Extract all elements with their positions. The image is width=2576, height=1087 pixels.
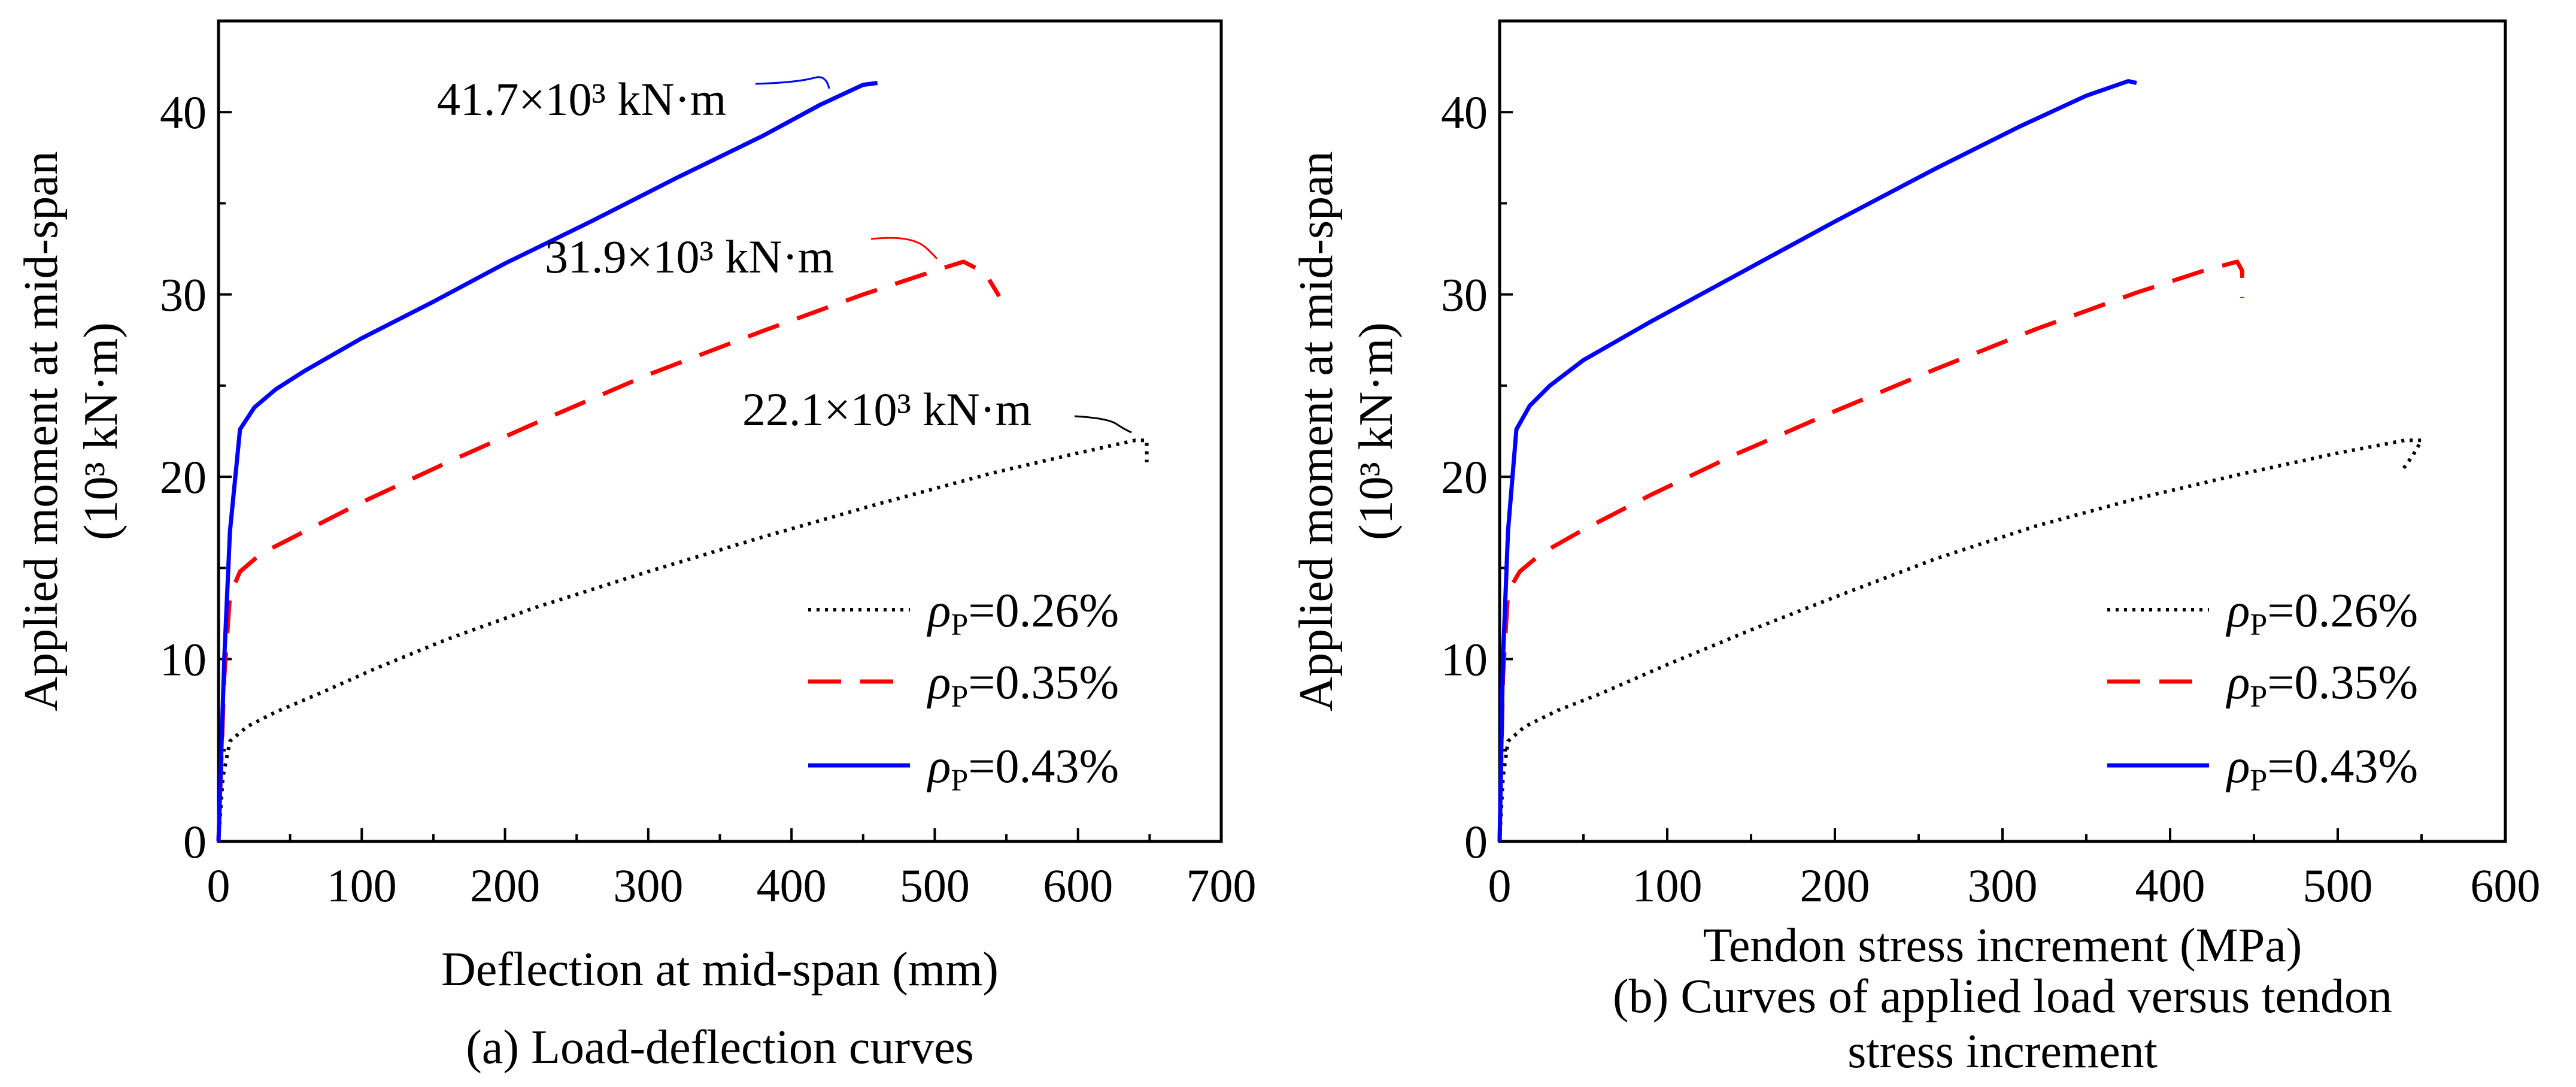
y-axis-title: Applied moment at mid-span <box>15 151 68 711</box>
x-tick-label: 700 <box>1187 859 1257 912</box>
annotation-leader <box>870 237 938 259</box>
x-axis-title: Tendon stress increment (MPa) <box>1703 919 2302 972</box>
x-tick-label: 200 <box>1800 859 1870 912</box>
chart-caption: (a) Load-deflection curves <box>466 1021 973 1074</box>
x-tick-label: 100 <box>1633 859 1703 912</box>
y-tick-label: 30 <box>1441 269 1488 321</box>
legend-value: =0.35% <box>968 656 1119 709</box>
y-tick-label: 20 <box>1441 451 1488 503</box>
legend-rho-symbol: ρ <box>926 740 951 793</box>
x-tick-label: 500 <box>2303 859 2373 912</box>
legend-value: =0.43% <box>2267 740 2418 793</box>
x-tick-label: 500 <box>900 859 970 912</box>
legend-label-3: ρP=0.43% <box>2225 740 2418 798</box>
series-line-2 <box>216 259 1002 842</box>
x-tick-label: 0 <box>1488 859 1512 912</box>
x-tick-label: 600 <box>1043 859 1113 912</box>
legend-value: =0.43% <box>968 740 1119 793</box>
y-tick-label: 20 <box>160 451 207 503</box>
y-tick-label: 30 <box>160 269 207 321</box>
x-tick-label: 200 <box>470 859 540 912</box>
legend-subscript: P <box>2250 764 2267 798</box>
legend-subscript: P <box>951 764 968 798</box>
plot-frame <box>1498 19 2507 843</box>
x-tick-label: 600 <box>2471 859 2541 912</box>
annotation-leader <box>1074 415 1132 434</box>
x-tick-label: 400 <box>2135 859 2205 912</box>
series-line-3 <box>1497 79 2137 842</box>
y-axis-title: Applied moment at mid-span <box>1290 151 1343 711</box>
x-tick-label: 400 <box>757 859 827 912</box>
x-tick-label: 300 <box>613 859 683 912</box>
y-tick-label: 40 <box>160 86 207 138</box>
legend-label-2: ρP=0.35% <box>926 656 1119 714</box>
series-line-3 <box>216 81 878 842</box>
peak-annotation: 31.9×10³ kN·m <box>545 231 834 283</box>
peak-annotation: 22.1×10³ kN·m <box>742 383 1031 435</box>
plot-frame <box>217 19 1223 843</box>
legend-rho-symbol: ρ <box>2225 656 2250 709</box>
y-tick-label: 10 <box>160 634 207 686</box>
x-tick-label: 300 <box>1968 859 2038 912</box>
series-line-1 <box>1498 438 2423 842</box>
chart-caption: stress increment <box>1847 1025 2158 1078</box>
y-tick-label: 0 <box>1464 816 1488 868</box>
legend-subscript: P <box>2250 608 2267 642</box>
peak-annotation: 41.7×10³ kN·m <box>437 73 726 125</box>
y-tick-label: 40 <box>1441 86 1488 138</box>
legend-value: =0.35% <box>2267 656 2418 709</box>
legend-rho-symbol: ρ <box>926 585 951 637</box>
legend-rho-symbol: ρ <box>2225 740 2250 793</box>
x-tick-label: 100 <box>327 859 397 912</box>
y-axis-unit: (10³ kN·m) <box>75 322 128 540</box>
y-tick-label: 0 <box>183 816 207 868</box>
legend-label-2: ρP=0.35% <box>2225 656 2418 714</box>
y-tick-label: 10 <box>1441 634 1488 686</box>
legend-label-1: ρP=0.26% <box>2225 585 2418 642</box>
chart-b: 0 100 200 300 400 500 600 0 10 20 30 40 Tendon stres… <box>1290 19 2541 1078</box>
legend-label-3: ρP=0.43% <box>926 740 1119 798</box>
legend-value: =0.26% <box>2267 585 2418 637</box>
legend-label-1: ρP=0.26% <box>926 585 1119 642</box>
legend-subscript: P <box>951 608 968 642</box>
series-line-2 <box>1497 259 2244 842</box>
chart-a: 0 100 200 300 400 500 600 700 0 10 20 30 40 Deflectio… <box>15 19 1257 1074</box>
legend-subscript: P <box>2250 680 2267 714</box>
legend-subscript: P <box>951 680 968 714</box>
y-axis-unit: (10³ kN·m) <box>1350 322 1403 540</box>
legend-value: =0.26% <box>968 585 1119 637</box>
legend-rho-symbol: ρ <box>926 656 951 709</box>
chart-caption: (b) Curves of applied load versus tendon <box>1613 970 2392 1023</box>
x-tick-label: 0 <box>207 859 230 912</box>
annotation-leader <box>755 76 830 89</box>
x-axis-title: Deflection at mid-span (mm) <box>441 943 999 996</box>
legend-rho-symbol: ρ <box>2225 585 2250 637</box>
